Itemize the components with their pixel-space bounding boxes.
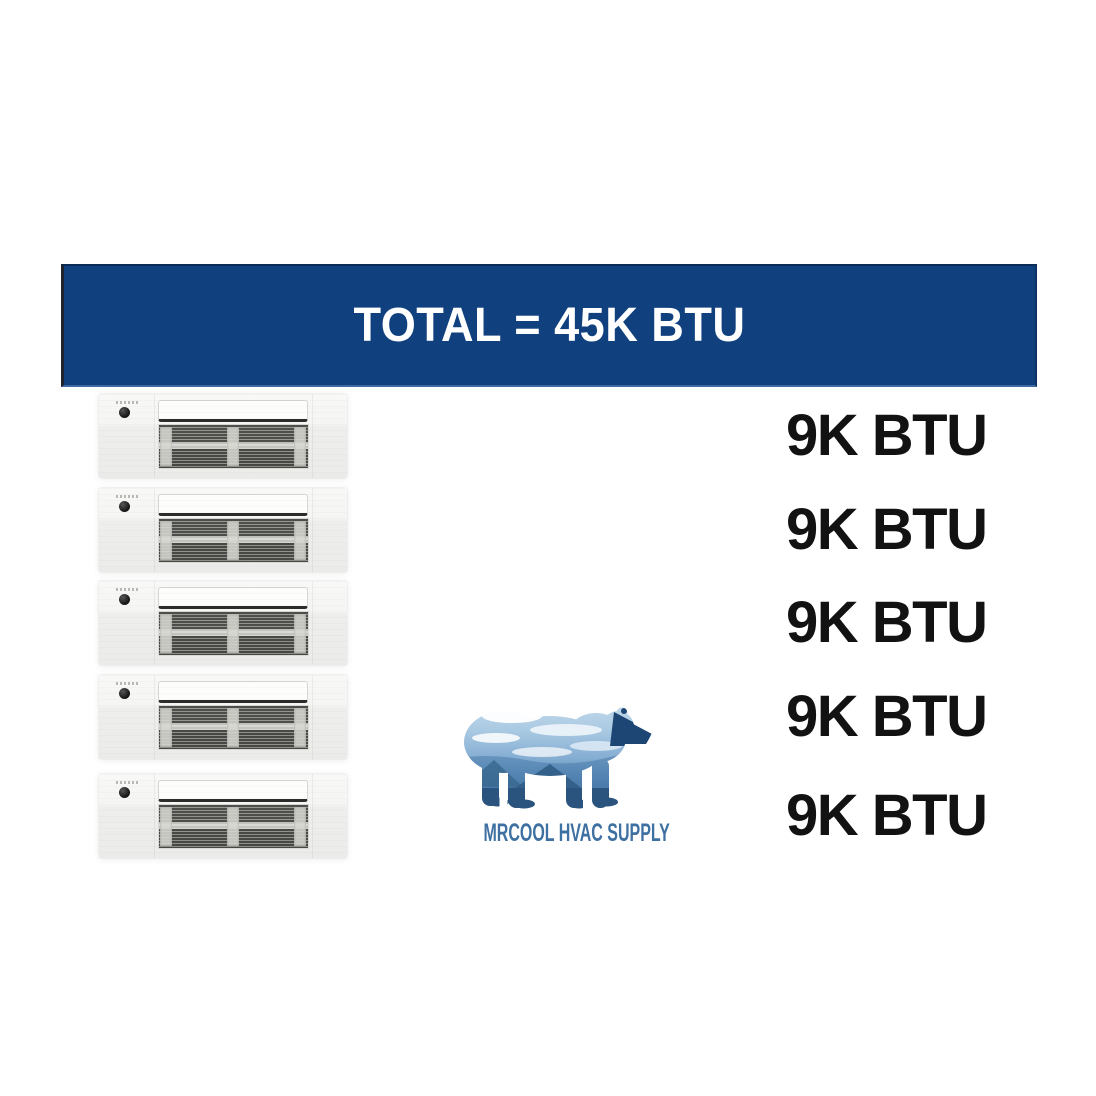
capacity-label-4: 9K BTU (786, 684, 988, 749)
unit-vent-slot (158, 493, 309, 517)
unit-center-panel (153, 675, 314, 759)
grille-rib-left (160, 707, 173, 748)
unit-sensor-dot (118, 407, 130, 419)
unit-brand-mark (116, 494, 139, 498)
capacity-label-3: 9K BTU (786, 590, 988, 655)
unit-center-panel (153, 774, 314, 858)
unit-intake-grille (157, 804, 309, 850)
unit-sensor-dot (118, 501, 130, 513)
grille-rib-left (160, 520, 173, 561)
grille-rib-right (294, 613, 307, 654)
store-logo: MRCOOL HVAC SUPPLY (446, 694, 670, 848)
bear-landscape-icon (446, 694, 654, 818)
unit-intake-grille (157, 611, 309, 657)
unit-vent-slot (158, 680, 309, 704)
cassette-unit-5 (99, 774, 347, 858)
unit-sensor-dot (118, 688, 130, 700)
cassette-unit-2 (99, 488, 347, 572)
unit-brand-mark (116, 780, 139, 784)
unit-vent-slot (158, 779, 309, 803)
grille-rib-right (294, 707, 307, 748)
unit-vent-slot (158, 586, 309, 610)
unit-center-panel (153, 394, 314, 478)
grille-rib-center (227, 707, 240, 748)
store-logo-caption: MRCOOL HVAC SUPPLY (483, 819, 670, 847)
unit-center-panel (153, 581, 314, 665)
grille-rib-left (160, 806, 173, 847)
grille-rib-center (227, 426, 240, 467)
grille-rib-left (160, 613, 173, 654)
unit-center-panel (153, 488, 314, 572)
grille-rib-left (160, 426, 173, 467)
cassette-unit-1 (99, 394, 347, 478)
unit-intake-grille (157, 518, 309, 564)
total-banner: TOTAL = 45K BTU (61, 264, 1037, 387)
unit-intake-grille (157, 705, 309, 751)
unit-sensor-dot (118, 594, 130, 606)
unit-sensor-dot (118, 787, 130, 799)
capacity-label-5: 9K BTU (786, 783, 988, 848)
capacity-label-1: 9K BTU (786, 403, 988, 468)
grille-rib-center (227, 520, 240, 561)
grille-rib-center (227, 806, 240, 847)
unit-brand-mark (116, 400, 139, 404)
grille-rib-right (294, 520, 307, 561)
cassette-unit-4 (99, 675, 347, 759)
unit-vent-slot (158, 399, 309, 423)
total-banner-label: TOTAL = 45K BTU (353, 299, 746, 352)
unit-brand-mark (116, 587, 139, 591)
capacity-label-2: 9K BTU (786, 497, 988, 562)
grille-rib-right (294, 806, 307, 847)
unit-intake-grille (157, 424, 309, 470)
grille-rib-right (294, 426, 307, 467)
grille-rib-center (227, 613, 240, 654)
unit-brand-mark (116, 681, 139, 685)
cassette-unit-3 (99, 581, 347, 665)
